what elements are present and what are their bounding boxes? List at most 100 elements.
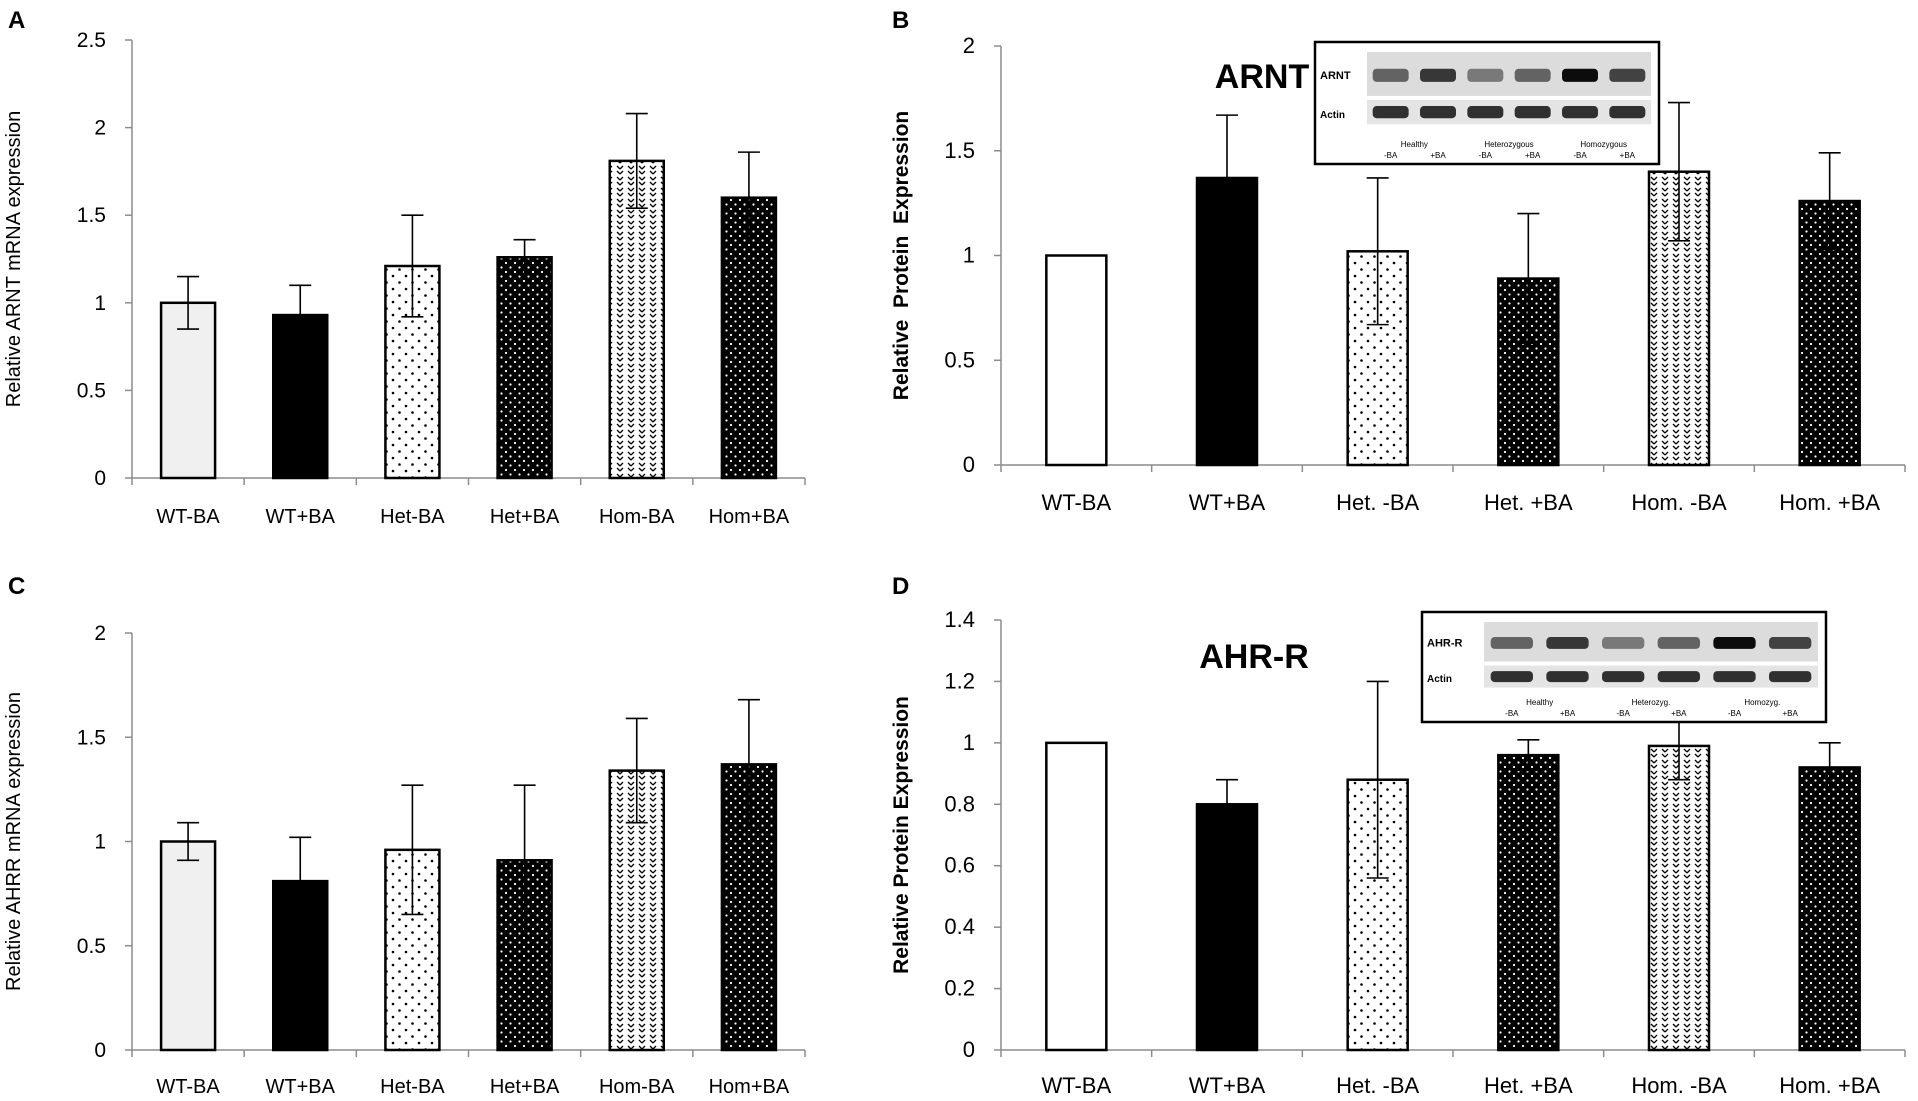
blot-group-label: Healthy [1526,698,1553,707]
blot-band-actin [1490,671,1533,683]
blot-lane-label: +BA [1671,709,1687,718]
y-tick-label: 0.2 [944,976,975,1001]
blot-band-actin [1562,106,1598,119]
y-tick-label: 1.4 [944,607,975,632]
y-tick-label: 2 [94,622,106,645]
bar-het-ba [496,255,553,480]
x-category-label: Hom-BA [599,1076,675,1098]
y-tick-label: 0.4 [944,914,975,939]
blot-band-actin [1657,671,1700,683]
blot-gel-actin [1367,99,1651,125]
bar-wt-ba [159,301,217,480]
blot-lane-label: -BA [1384,151,1398,160]
blot-control-label: Actin [1427,674,1452,685]
x-category-label: Het. +BA [1484,1073,1573,1098]
y-tick-label: 2 [94,117,106,140]
y-tick-label: 0 [963,1037,975,1062]
x-category-label: WT-BA [156,506,220,528]
bar-het-ba [1497,753,1560,1052]
panel-label: D [892,573,909,600]
bar-hom-ba [1647,744,1711,1052]
y-tick-label: 1.5 [77,726,106,749]
blot-protein-label: ARNT [1320,70,1351,82]
bar-hom-ba [720,196,778,480]
blot-lane-label: +BA [1525,151,1541,160]
blot-band-actin [1420,106,1456,119]
blot-band-actin [1713,671,1756,683]
blot-group-label: Homozygous [1580,140,1627,149]
blot-band-target [1490,637,1533,649]
x-category-label: Het. +BA [1484,490,1573,515]
blot-band-actin [1602,671,1645,683]
blot-band-actin [1769,671,1812,683]
x-category-label: Het+BA [490,506,560,528]
y-tick-label: 2 [963,33,975,58]
x-category-label: Het+BA [490,1076,560,1098]
blot-band-target [1562,68,1598,82]
x-category-label: WT+BA [266,506,336,528]
y-tick-label: 1.5 [77,204,106,227]
y-tick-label: 1.5 [944,138,975,163]
blot-band-actin [1467,106,1504,119]
y-tick-label: 1 [94,831,106,854]
blot-control-label: Actin [1320,110,1345,121]
panel-a: A 0 0.5 1 1.5 2 2.5 Relative ARNT mRNA expressi… [3,7,806,528]
bar-hom-ba [608,159,665,480]
blot-band-target [1609,68,1646,82]
blot-band-target [1713,637,1756,649]
y-axis-label: Relative ARNT mRNA expression [3,111,25,407]
x-category-label: Hom. -BA [1631,490,1727,515]
blot-lane-label: -BA [1616,709,1630,718]
blot-band-target [1657,637,1700,649]
y-tick-label: 0.5 [77,379,106,402]
blot-group-label: Healthy [1401,140,1428,149]
x-category-label: WT+BA [266,1076,336,1098]
blot-band-actin [1609,106,1646,119]
x-category-label: Het. -BA [1336,1073,1419,1098]
bar-wt-ba [1045,741,1108,1052]
x-category-label: WT-BA [1041,490,1111,515]
blot-band-actin [1514,106,1551,119]
blot-gel-target [1367,52,1651,96]
blot-group-label: Heterozygous [1484,140,1533,149]
blot-lane-label: -BA [1728,709,1742,718]
y-tick-label: 1.2 [944,668,975,693]
blot-group-label: Homozyg. [1744,698,1780,707]
y-tick-label: 0.6 [944,853,975,878]
blot-lane-label: -BA [1479,151,1493,160]
blot-band-actin [1546,671,1589,683]
blot-band-target [1372,68,1409,82]
blot-band-actin [1372,106,1409,119]
blot-lane-label: +BA [1782,709,1798,718]
y-tick-label: 1 [94,292,106,315]
bar-wt-ba [1045,254,1108,467]
blot-band-target [1546,637,1589,649]
y-axis-label: Relative Protein Expression [890,696,913,974]
blot-lane-label: -BA [1573,151,1587,160]
y-tick-label: 0.8 [944,791,975,816]
x-category-label: Hom. +BA [1779,1073,1880,1098]
blot-group-label: Heterozyg. [1632,698,1671,707]
blot-gel-target [1484,622,1818,662]
blot-band-target [1420,68,1456,82]
panel-label: C [8,573,25,600]
panel-b: B 0 0.5 1 1.5 2 Relative Protein Expression WT-… [890,7,1906,515]
x-category-label: Het. -BA [1336,490,1419,515]
panel-d: D 0 0.2 0.4 0.6 0.8 1 1.2 1.4 Relative Protein Ex… [890,573,1906,1098]
blot-lane-label: -BA [1505,709,1519,718]
blot-band-target [1467,68,1504,82]
bar-wt-ba [1195,803,1259,1052]
y-tick-label: 0 [963,452,975,477]
x-category-label: Hom. +BA [1779,490,1880,515]
blot-inset: -BA +BA -BA +BA -BA +BA Healthy Heterozyg. Homoz… [1420,610,1828,724]
x-category-label: Hom+BA [709,1076,790,1098]
panel-label: B [892,7,909,34]
blot-lane-label: +BA [1620,151,1636,160]
blot-protein-label: AHR-R [1427,638,1462,650]
panel-label: A [8,7,25,34]
panel-c: C 0 0.5 1 1.5 2 Relative AHRR mRNA expression W… [3,573,806,1098]
blot-lane-label: +BA [1560,709,1576,718]
x-category-label: Hom. -BA [1631,1073,1727,1098]
x-category-label: WT-BA [156,1076,220,1098]
